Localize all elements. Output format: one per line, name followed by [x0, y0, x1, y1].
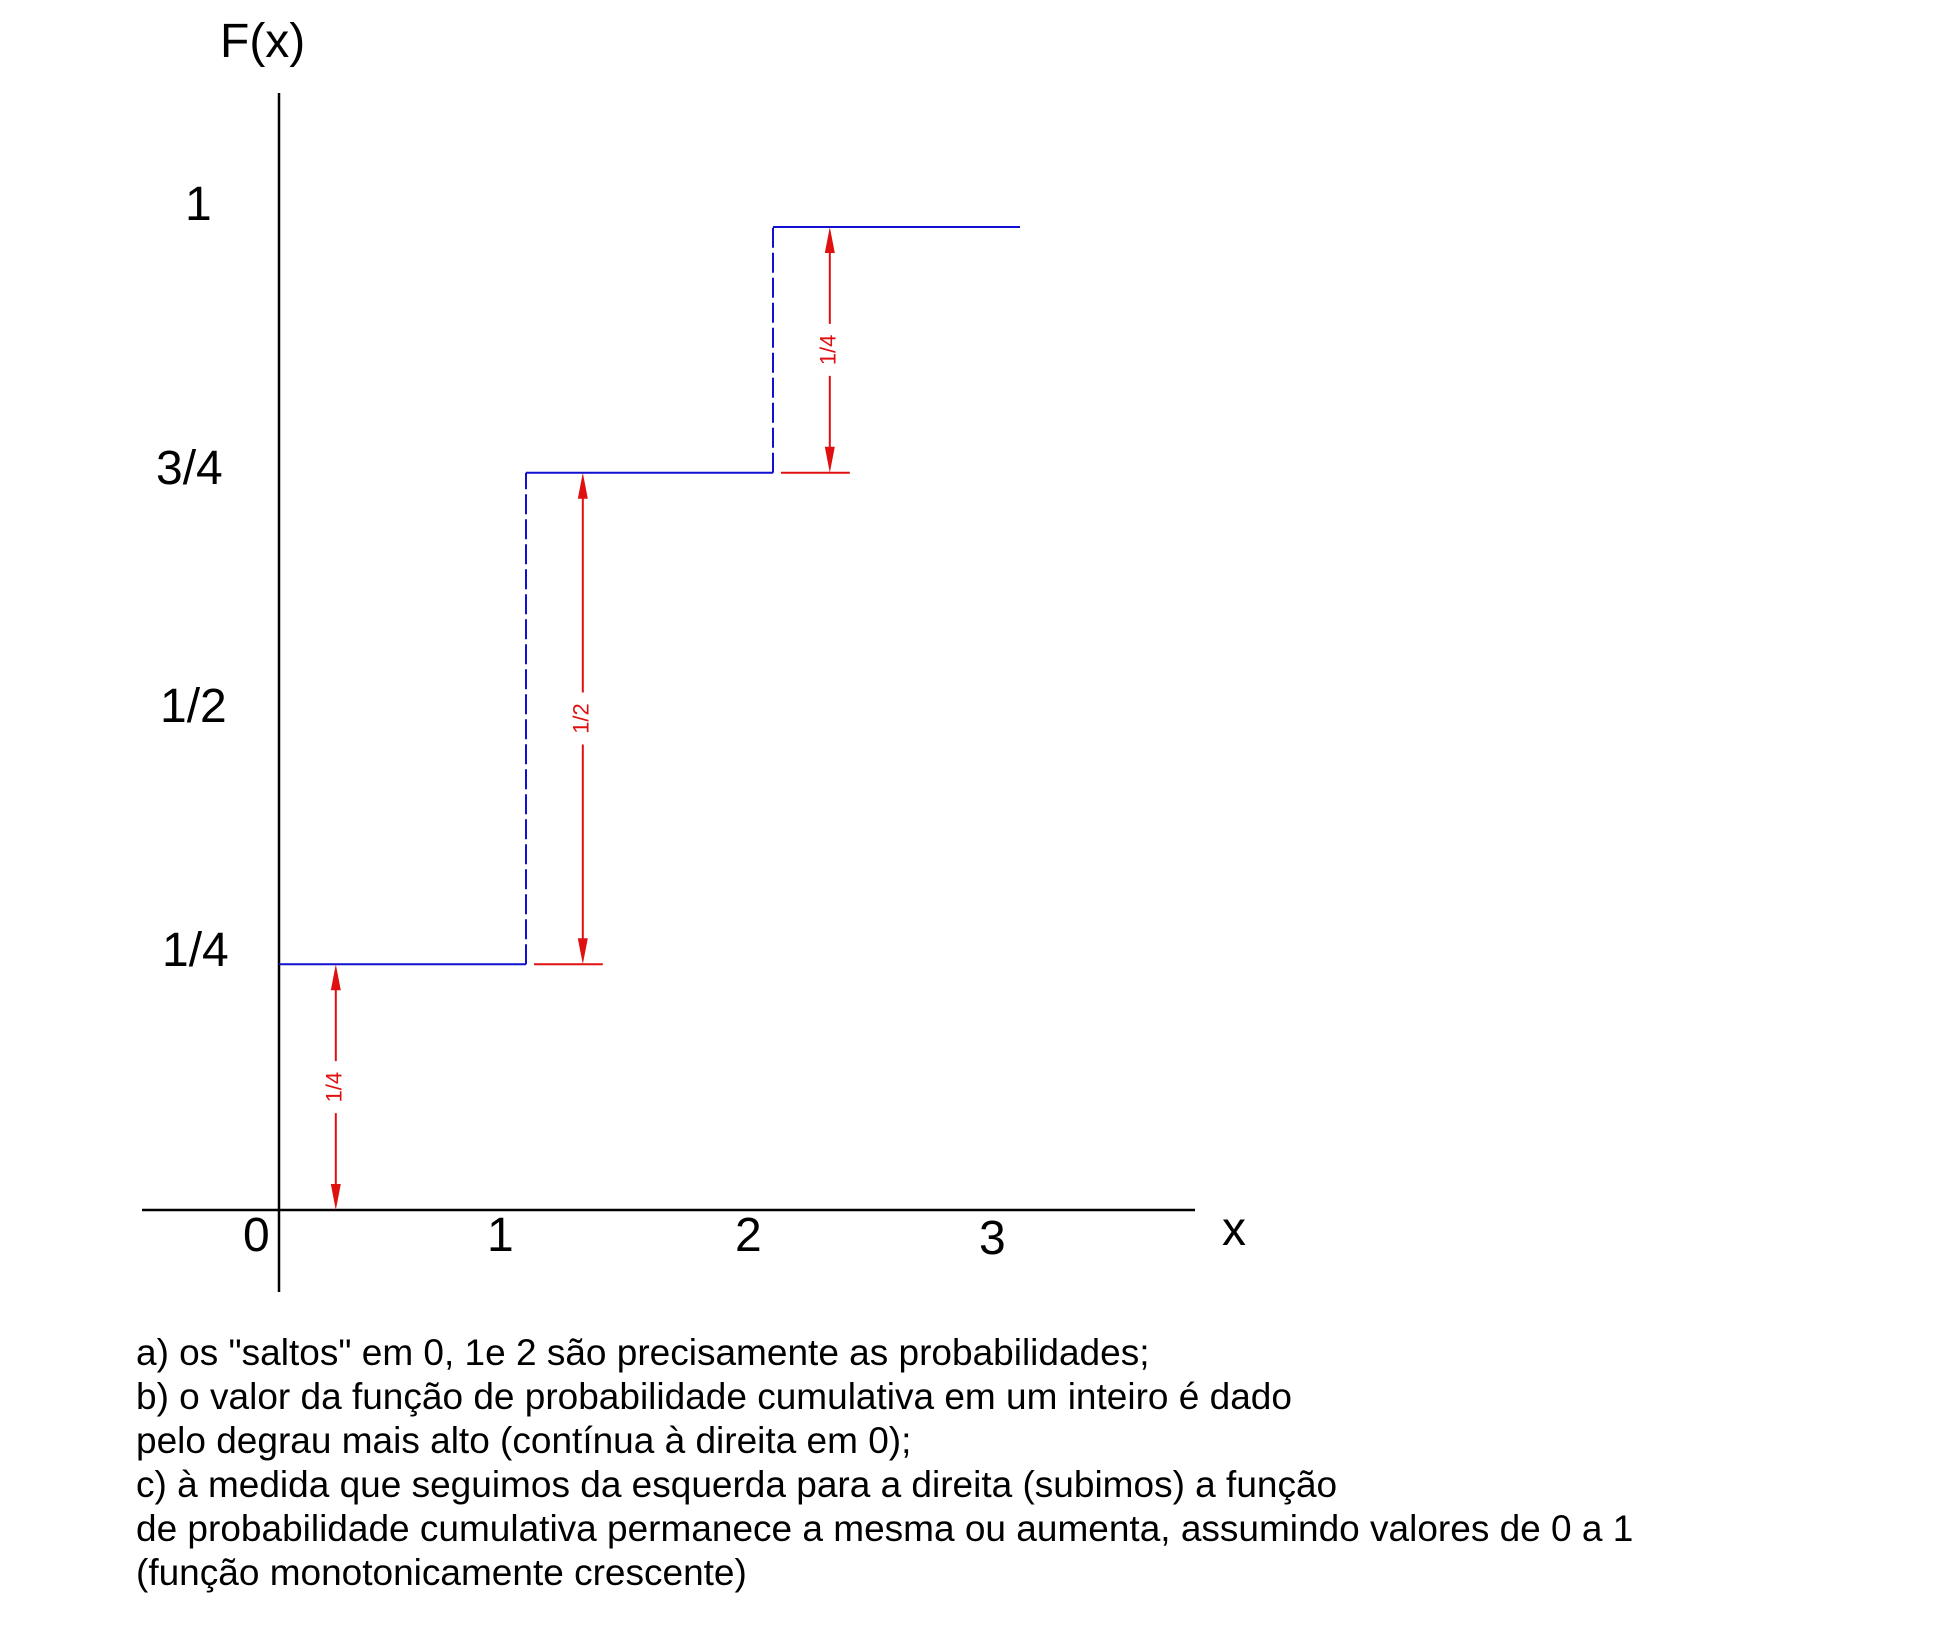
- note-line: pelo degrau mais alto (contínua à direit…: [136, 1420, 912, 1461]
- arrowhead-up: [824, 227, 835, 253]
- jump-label: 1/4: [322, 1072, 347, 1103]
- x-tick-label: 1: [487, 1209, 514, 1262]
- origin-label: 0: [243, 1209, 270, 1262]
- x-axis-title: x: [1222, 1203, 1246, 1256]
- x-tick-label: 3: [979, 1212, 1006, 1265]
- step-series: [279, 226, 1020, 966]
- note-line: (função monotonicamente crescente): [136, 1552, 747, 1593]
- jump-label: 1/4: [816, 335, 841, 366]
- y-tick-label: 1: [185, 178, 212, 231]
- x-tick-label: 2: [735, 1209, 762, 1262]
- jump-label: 1/2: [569, 703, 594, 734]
- note-line: a) os "saltos" em 0, 1e 2 são precisamen…: [136, 1332, 1150, 1373]
- notes-block: a) os "saltos" em 0, 1e 2 são precisamen…: [136, 1331, 1916, 1595]
- arrowhead-up: [330, 964, 341, 991]
- y-axis-title: F(x): [220, 15, 305, 68]
- note-line: b) o valor da função de probabilidade cu…: [136, 1376, 1292, 1417]
- y-tick-label: 1/4: [162, 924, 229, 977]
- arrowhead-down: [824, 446, 835, 473]
- y-tick-label: 1/2: [160, 680, 227, 733]
- jump-dimensions: 1/4 1/2 1/4: [322, 227, 850, 1210]
- y-tick-label: 3/4: [156, 442, 223, 495]
- cdf-step-chart: F(x) x 0 1 2 3 1/4 1/2 3/4 1 1/4 1/2 1/4: [142, 15, 1246, 1292]
- arrowhead-down: [577, 938, 588, 965]
- note-line: de probabilidade cumulativa permanece a …: [136, 1508, 1634, 1549]
- arrowhead-down: [330, 1184, 341, 1210]
- arrowhead-up: [577, 472, 588, 499]
- note-line: c) à medida que seguimos da esquerda par…: [136, 1464, 1338, 1505]
